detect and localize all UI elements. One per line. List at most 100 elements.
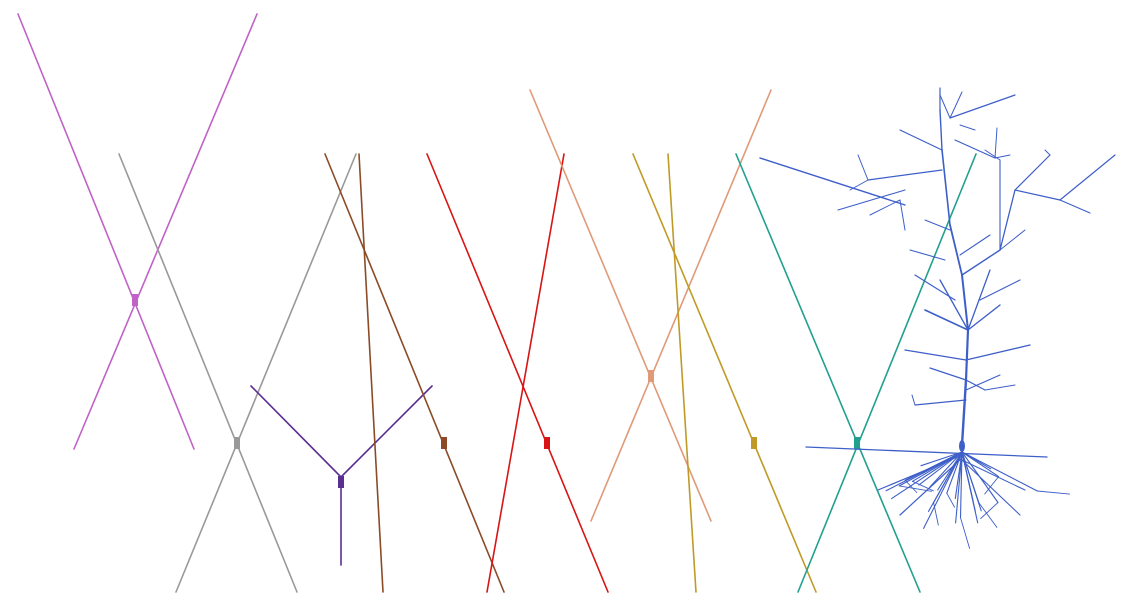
neuron-9-neurite <box>1044 149 1051 156</box>
neuron-9-neurite <box>961 451 1038 492</box>
neuron-9-neurite <box>994 127 998 159</box>
neuron-6-neurite <box>529 89 712 522</box>
neuron-7-neurite <box>667 153 697 593</box>
neuron-9-neurite <box>929 367 967 381</box>
neuron-9-neurite <box>1059 199 1091 214</box>
neuron-9-neurite <box>999 229 1026 251</box>
neuron-9-neurite <box>984 384 1016 391</box>
neuron-3-neurite <box>340 385 433 478</box>
neuron-7 <box>632 153 817 593</box>
neuron-9-neurite <box>999 189 1016 251</box>
neuron-9-neurite <box>979 279 1021 301</box>
neuron-9-neurite <box>949 224 963 276</box>
neuron-9-neurite <box>965 379 986 391</box>
neuron-9-neurite <box>959 234 991 256</box>
neuron-9-neurite <box>1014 154 1051 191</box>
neuron-9-neurite <box>965 374 1001 391</box>
neuron-9-neurite <box>959 451 963 519</box>
neuron-9-neurite <box>967 304 1001 331</box>
neuron-5-soma <box>544 437 550 449</box>
neuron-9-neurite <box>937 451 963 491</box>
neuron-9-neurite <box>939 109 943 151</box>
neuron-9-neurite <box>909 249 946 261</box>
neuron-4 <box>324 153 505 593</box>
neuron-9-neurite <box>923 451 963 529</box>
neuron-9 <box>759 87 1116 549</box>
neuron-9-neurite <box>964 328 970 382</box>
neuron-7-soma <box>751 437 757 449</box>
neuron-9-neurite <box>867 169 943 181</box>
neuron-9-neurite <box>967 269 991 331</box>
neuron-9-neurite <box>914 274 956 301</box>
neuron-9-neurite <box>960 378 968 447</box>
neuron-8-neurite <box>735 153 921 593</box>
neuron-9-neurite <box>949 94 1016 119</box>
neuron-9-neurite <box>939 279 969 331</box>
neuron-9-neurite <box>911 394 916 406</box>
neuron-9-neurite <box>959 124 976 131</box>
neuron-8-neurite <box>797 153 977 593</box>
neuron-3-neurite <box>250 385 342 478</box>
neuron-9-neurite <box>961 451 980 504</box>
neuron-9-neurite <box>869 199 901 216</box>
neuron-3 <box>250 385 433 566</box>
neuron-9-neurite <box>1059 154 1116 201</box>
neuron-8-soma <box>854 437 860 449</box>
neuron-9-neurite <box>984 149 1001 161</box>
neuron-9-neurite <box>961 459 1021 516</box>
neuron-2-neurite <box>175 153 357 593</box>
neuron-4-neurite <box>358 153 384 593</box>
neuron-9-neurite <box>924 219 951 231</box>
neuron-9-neurite <box>1036 490 1071 495</box>
neuron-9-neurite <box>924 309 969 331</box>
neuron-9-neurite <box>920 451 963 467</box>
neuron-5-neurite <box>426 153 609 593</box>
neuron-9-neurite <box>955 451 963 524</box>
neuron-9-neurite <box>980 502 999 519</box>
neuron-1-neurite <box>17 13 195 450</box>
neuron-2-soma <box>234 437 240 449</box>
neuron-9-neurite <box>939 94 951 119</box>
neuron-4-soma <box>441 437 447 449</box>
neuron-1-neurite <box>73 13 258 450</box>
neuron-9-neurite <box>949 91 963 119</box>
neuron-9-neurite <box>914 399 967 406</box>
neuron-9-neurite <box>946 492 955 508</box>
neuron-9-neurite <box>961 459 1026 491</box>
neuron-9-neurite <box>946 451 963 494</box>
neuron-9-neurite <box>904 349 967 361</box>
neuron-9-neurite <box>961 274 969 331</box>
neuron-9-neurite <box>941 149 951 226</box>
neuron-9-neurite <box>961 451 1000 478</box>
simple-morphologies <box>17 13 977 593</box>
neuron-9-soma <box>959 440 965 452</box>
neuron-9-neurite <box>960 517 971 549</box>
neuron-9-neurite <box>857 154 869 181</box>
neuron-9-neurite <box>965 344 1031 361</box>
neuron-9-neurite <box>961 249 1001 276</box>
neuron-1-soma <box>132 294 138 306</box>
neuron-4-neurite <box>324 153 505 593</box>
neuron-1 <box>17 13 258 450</box>
neuron-6-neurite <box>590 89 772 522</box>
neuron-5 <box>426 153 609 593</box>
neuron-9-neurite <box>899 457 963 516</box>
neuron-9-neurite <box>837 189 906 211</box>
neuron-2 <box>118 153 357 593</box>
neuron-8 <box>735 153 977 593</box>
neuron-9-neurite <box>954 139 996 159</box>
neuron-9-neurite <box>1014 189 1061 201</box>
neuron-9-neurite <box>984 476 1000 495</box>
neuron-9-neurite <box>978 502 998 528</box>
neuron-6-soma <box>648 370 654 382</box>
neuron-2-neurite <box>118 153 298 593</box>
neuron-7-neurite <box>632 153 817 593</box>
neuron-9-neurite <box>877 454 963 491</box>
neuron-9-neurite <box>899 199 906 231</box>
neuron-9-neurite <box>805 446 1048 458</box>
neuron-9-neurite <box>759 157 906 206</box>
neuron-6 <box>529 89 772 522</box>
neuron-9-neurite <box>899 129 943 151</box>
neuron-5-neurite <box>486 153 565 593</box>
neuron-3-soma <box>338 476 344 488</box>
